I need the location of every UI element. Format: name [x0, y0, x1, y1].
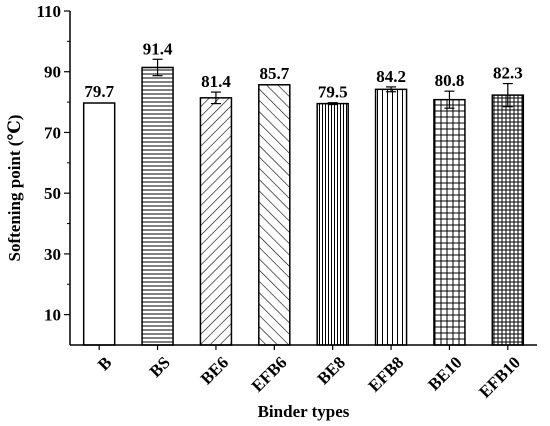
y-tick-label: 70 [44, 123, 61, 142]
value-label-efb6: 85.7 [259, 64, 289, 83]
value-label-be10: 80.8 [435, 71, 465, 90]
x-tick-label-efb10: EFB10 [475, 353, 524, 402]
error-bars-layer [152, 58, 513, 109]
y-tick-label: 30 [44, 245, 61, 264]
bar-efb10 [491, 94, 525, 346]
bar-be10 [433, 98, 466, 346]
bar-b [82, 102, 116, 346]
y-axis-title: Softening point (℃) [5, 115, 24, 262]
y-tick-label: 110 [36, 2, 61, 21]
x-tick-label-efb6: EFB6 [248, 353, 291, 396]
bar-efb8 [374, 88, 408, 346]
x-tick-label-b: B [94, 353, 115, 374]
value-label-be6: 81.4 [201, 72, 231, 91]
bars-layer [82, 66, 525, 346]
value-labels-layer: 79.7 91.4 81.4 85.7 79.5 84.2 80.8 82.3 [84, 39, 522, 101]
y-tick-label: 50 [44, 184, 61, 203]
bar-bs [141, 66, 174, 346]
bar-be8 [316, 102, 349, 346]
value-label-bs: 91.4 [143, 39, 173, 58]
value-label-b: 79.7 [84, 82, 114, 101]
bar-efb6 [258, 84, 291, 346]
x-ticks-layer: B BS BE6 EFB6 BE8 EFB8 BE10 EFB10 [94, 345, 524, 402]
value-label-efb8: 84.2 [376, 67, 406, 86]
x-tick-label-be6: BE6 [197, 353, 232, 388]
x-tick-label-be8: BE8 [314, 353, 349, 388]
value-label-efb10: 82.3 [493, 64, 523, 83]
y-tick-label: 10 [44, 306, 61, 325]
axes-layer [69, 11, 537, 346]
bar-be6 [199, 97, 233, 346]
y-tick-label: 90 [44, 63, 61, 82]
x-tick-label-bs: BS [146, 353, 174, 381]
x-tick-label-be10: BE10 [424, 353, 465, 394]
x-axis-title: Binder types [258, 402, 350, 421]
x-tick-label-efb8: EFB8 [365, 353, 408, 396]
y-ticks-layer: 10 30 50 70 90 110 [36, 2, 70, 325]
value-label-be8: 79.5 [318, 83, 348, 102]
